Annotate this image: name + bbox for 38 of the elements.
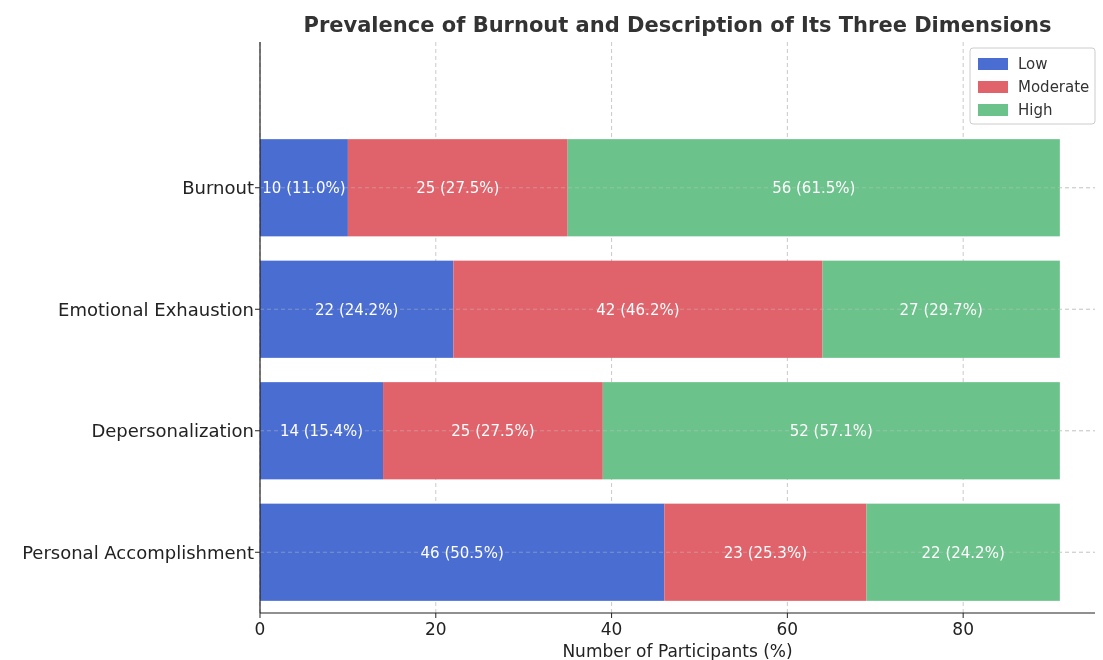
bar bbox=[260, 382, 384, 480]
x-tick-label: 60 bbox=[776, 619, 799, 639]
bar bbox=[347, 139, 568, 237]
data-label: 22 (24.2%) bbox=[921, 543, 1005, 562]
data-label: 25 (27.5%) bbox=[451, 422, 535, 440]
data-label: 14 (15.4%) bbox=[279, 422, 364, 440]
data-label: 56 (61.5%) bbox=[772, 179, 856, 197]
data-label: 46 (50.5%) bbox=[420, 543, 504, 562]
legend-label: Moderate bbox=[1018, 78, 1090, 97]
data-label: 27 (29.7%) bbox=[899, 300, 983, 319]
data-label: 42 (46.2%) bbox=[596, 300, 680, 319]
x-tick-label: 80 bbox=[952, 619, 974, 639]
bar bbox=[866, 503, 1060, 601]
data-label: 52 (57.1%) bbox=[789, 422, 873, 440]
x-axis-title: Number of Participants (%) bbox=[562, 641, 793, 660]
bar bbox=[567, 139, 1060, 237]
legend-label: High bbox=[1018, 101, 1053, 120]
legend-label: Low bbox=[1018, 55, 1048, 74]
data-label: 23 (25.3%) bbox=[723, 543, 807, 562]
y-tick-label: Depersonalization bbox=[91, 420, 254, 442]
y-tick-label: Burnout bbox=[182, 177, 254, 199]
data-label: 22 (24.2%) bbox=[315, 300, 399, 319]
bar bbox=[260, 260, 454, 358]
bar bbox=[664, 503, 867, 601]
bar bbox=[260, 139, 348, 237]
bar bbox=[383, 382, 603, 480]
x-tick-label: 20 bbox=[424, 619, 447, 639]
x-tick-label: 40 bbox=[600, 619, 623, 639]
bar bbox=[822, 260, 1060, 358]
y-tick-label: Personal Accomplishment bbox=[22, 541, 254, 563]
x-tick-label: 0 bbox=[254, 619, 266, 639]
chart-title: Prevalence of Burnout and Description of Its Three Dimensions bbox=[303, 13, 1052, 37]
bar bbox=[602, 382, 1060, 480]
bar bbox=[453, 260, 823, 358]
data-label: 25 (27.5%) bbox=[416, 179, 500, 197]
data-label: 10 (11.0%) bbox=[262, 179, 346, 197]
y-tick-label: Emotional Exhaustion bbox=[58, 298, 254, 320]
bar bbox=[260, 503, 665, 601]
